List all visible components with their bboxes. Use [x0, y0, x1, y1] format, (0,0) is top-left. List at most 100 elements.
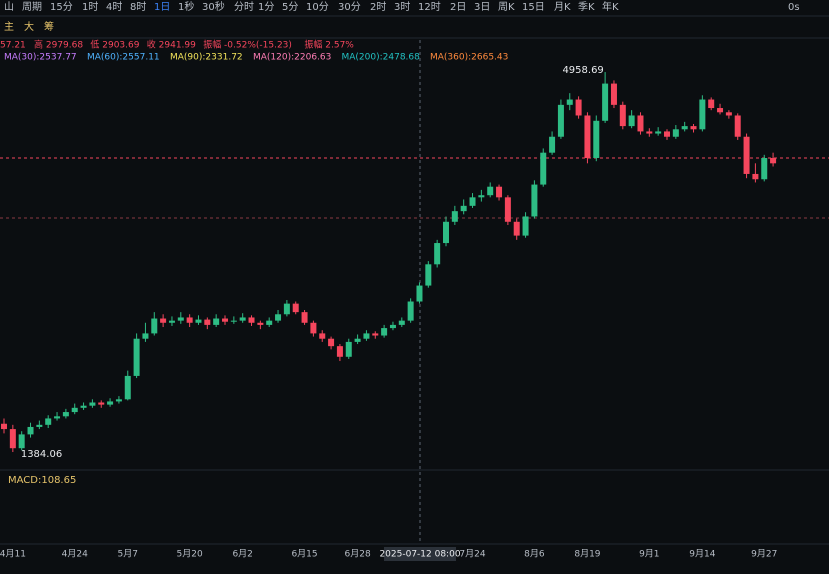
candle-body: [204, 319, 211, 325]
candle-body: [248, 317, 255, 323]
candle-body: [1, 423, 7, 430]
min-annotation: 1384.06: [21, 449, 62, 460]
period-button[interactable]: 1时: [82, 1, 98, 13]
candle-body: [672, 129, 679, 137]
candle-body: [336, 346, 343, 357]
x-tick-label: 6月15: [291, 549, 317, 560]
ma-legend: MA(200):2478.68: [342, 53, 421, 63]
candle-body: [443, 221, 449, 244]
candle-body: [9, 429, 16, 449]
candle-body: [549, 136, 556, 153]
candle-body: [372, 333, 379, 336]
tool-button[interactable]: 主: [4, 21, 14, 33]
period-button[interactable]: 2日: [450, 2, 466, 13]
candle-body: [513, 221, 520, 236]
candle-body: [328, 338, 335, 347]
candle-body: [283, 303, 290, 315]
period-button[interactable]: 周K: [498, 1, 515, 13]
candle-body: [752, 173, 759, 180]
period-menu[interactable]: 周期: [22, 1, 42, 13]
period-button[interactable]: 4时: [106, 1, 122, 13]
candle-body: [761, 158, 768, 180]
candle-body: [655, 131, 662, 134]
period-button[interactable]: 1日: [154, 2, 170, 13]
candle-body: [301, 312, 308, 323]
period-button[interactable]: 8时: [130, 1, 146, 13]
candle-body: [18, 434, 25, 449]
crosshair-label: 2025-07-12 08:00: [379, 550, 460, 560]
candle-body: [575, 99, 582, 116]
info-item: 低 2903.69: [90, 39, 139, 51]
candle-body: [62, 412, 69, 417]
period-button[interactable]: 季K: [578, 1, 595, 13]
x-tick-label: 9月27: [751, 549, 777, 560]
info-item: 57.21: [0, 41, 26, 51]
candle-body: [54, 416, 61, 419]
candle-body: [734, 115, 741, 137]
x-tick-label: 5月20: [177, 549, 203, 560]
candle-body: [168, 320, 175, 323]
candle-body: [80, 405, 87, 408]
candle-body: [275, 314, 282, 321]
period-button[interactable]: 月K: [554, 1, 571, 13]
candle-body: [584, 115, 591, 159]
candle-body: [646, 131, 653, 134]
candle-body: [708, 99, 715, 109]
period-button[interactable]: 30分: [338, 1, 361, 13]
candle-body: [98, 402, 105, 405]
candle-body: [89, 402, 96, 406]
period-button[interactable]: 15日: [522, 2, 545, 13]
period-button[interactable]: 10分: [306, 1, 329, 13]
period-button[interactable]: 1秒: [178, 0, 194, 13]
candle-body: [681, 126, 688, 130]
candle-body: [115, 399, 122, 402]
candle-body: [257, 322, 264, 325]
candle-body: [389, 324, 396, 329]
period-button[interactable]: 分时: [234, 1, 254, 13]
candle-body: [398, 320, 405, 325]
period-button[interactable]: 5分: [282, 1, 298, 13]
period-button[interactable]: 2时: [370, 1, 386, 13]
period-button[interactable]: 12时: [418, 1, 441, 13]
macd-label: MACD:108.65: [8, 475, 76, 486]
x-tick-label: 8月6: [524, 549, 545, 560]
candle-body: [690, 126, 697, 130]
period-button[interactable]: 年K: [602, 0, 619, 13]
candle-body: [124, 375, 131, 400]
tool-button[interactable]: 大: [24, 20, 34, 33]
x-tick-label: 6月2: [232, 549, 252, 560]
period-button[interactable]: 3时: [394, 1, 410, 13]
candle-body: [699, 99, 706, 130]
period-button[interactable]: 30秒: [202, 0, 225, 13]
candle-body: [177, 317, 184, 321]
candle-body: [664, 131, 670, 137]
candle-body: [107, 401, 114, 405]
candle-body: [540, 152, 547, 185]
candle-body: [71, 407, 78, 413]
candle-body: [222, 318, 228, 322]
candle-body: [36, 424, 43, 427]
candle-body: [213, 318, 220, 325]
period-button[interactable]: 3日: [474, 2, 490, 13]
candle-body: [451, 211, 458, 222]
candle-body: [725, 112, 732, 116]
chart-icon[interactable]: 山: [4, 1, 14, 13]
candle-body: [239, 317, 246, 321]
period-button[interactable]: 15分: [50, 1, 73, 13]
tool-button[interactable]: 筹: [44, 20, 54, 33]
info-item: 振幅 -0.52%(-15.23): [203, 39, 292, 51]
candle-body: [142, 333, 149, 339]
candle-body: [230, 320, 237, 322]
candle-body: [354, 338, 361, 342]
candle-body: [531, 184, 538, 217]
candle-body: [717, 108, 724, 113]
x-tick-label: 9月14: [689, 549, 715, 560]
candle-body: [195, 319, 202, 323]
candle-body: [522, 216, 529, 236]
candle-body: [487, 186, 494, 196]
x-tick-label: 5月7: [118, 549, 138, 560]
period-button[interactable]: 1分: [258, 1, 274, 13]
candle-body: [345, 341, 352, 357]
ma-legend: MA(30):2537.77: [4, 53, 77, 63]
candle-body: [566, 99, 573, 105]
